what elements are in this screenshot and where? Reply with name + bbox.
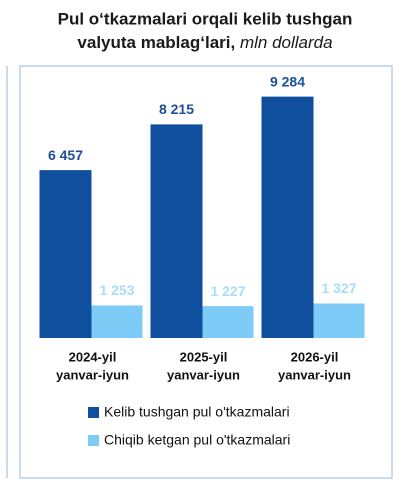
data-label: 9 284 <box>270 73 305 89</box>
x-tick-label: 2024-yil <box>69 349 117 364</box>
data-label: 6 457 <box>48 147 83 163</box>
x-tick-label: yanvar-iyun <box>56 367 129 382</box>
data-label: 1 327 <box>321 280 356 296</box>
legend-label: Kelib tushgan pul o'tkazmalari <box>104 404 290 420</box>
chart-title: Pul o‘tkazmalari orqali kelib tushgan <box>58 9 353 28</box>
chart-subtitle: mln dollarda <box>240 33 333 52</box>
bar <box>39 170 92 338</box>
x-tick-label: 2026-yil <box>291 349 339 364</box>
legend-swatch <box>88 435 99 446</box>
x-tick-label: yanvar-iyun <box>167 367 240 382</box>
chart-title: valyuta mablag‘lari, <box>77 33 235 52</box>
data-label: 1 253 <box>99 282 134 298</box>
data-label: 1 227 <box>210 283 245 299</box>
bar <box>261 96 314 338</box>
bar <box>91 305 143 338</box>
chart-frame <box>19 65 393 479</box>
chart-title: valyuta mablag‘lari, mln dollarda <box>77 33 332 52</box>
bar <box>202 306 254 338</box>
bar <box>150 124 203 338</box>
x-tick-label: yanvar-iyun <box>278 367 351 382</box>
data-label: 8 215 <box>159 101 194 117</box>
bar <box>313 303 365 338</box>
x-tick-label: 2025-yil <box>180 349 228 364</box>
legend-swatch <box>88 407 99 418</box>
legend-label: Chiqib ketgan pul o'tkazmalari <box>104 432 290 448</box>
